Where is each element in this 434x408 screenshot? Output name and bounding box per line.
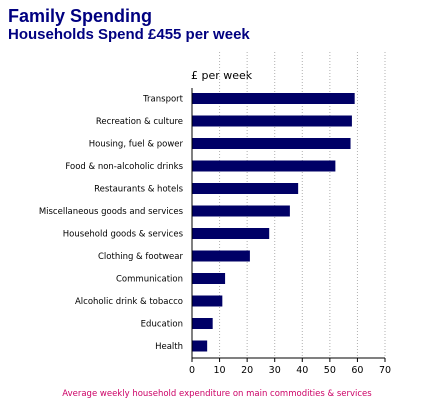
category-label: Education <box>141 320 183 330</box>
bar <box>192 340 208 352</box>
category-label: Miscellaneous goods and services <box>39 207 184 217</box>
tick-label: 40 <box>296 365 308 376</box>
category-labels: Transport Recreation & culture Housing, fu… <box>39 95 184 353</box>
bar <box>192 138 351 149</box>
chart-caption: Average weekly household expenditure on … <box>62 389 372 399</box>
category-label: Household goods & services <box>63 230 184 240</box>
tick-label: 30 <box>269 365 281 376</box>
bars <box>192 93 355 352</box>
bar <box>192 273 226 284</box>
bar <box>192 183 299 194</box>
category-label: Food & non-alcoholic drinks <box>65 162 183 172</box>
tick-label: 60 <box>351 365 363 376</box>
category-label: Restaurants & hotels <box>94 185 184 195</box>
tick-label: 70 <box>379 365 391 376</box>
category-label: Recreation & culture <box>96 117 183 127</box>
bar <box>192 228 270 239</box>
tick-label: 50 <box>324 365 336 376</box>
bar <box>192 318 213 329</box>
chart-title: Family Spending <box>8 6 153 26</box>
category-label: Communication <box>116 275 183 285</box>
tick-label: 20 <box>241 365 253 376</box>
bar <box>192 115 352 127</box>
tick-label: 0 <box>189 365 195 376</box>
tick-label: 10 <box>214 365 226 376</box>
bar <box>192 160 336 172</box>
category-label: Housing, fuel & power <box>89 140 184 150</box>
category-label: Health <box>155 342 183 352</box>
bar <box>192 295 223 307</box>
category-label: Alcoholic drink & tobacco <box>75 297 183 307</box>
bar <box>192 205 290 217</box>
bar <box>192 250 250 262</box>
category-label: Transport <box>142 95 184 105</box>
category-label: Clothing & footwear <box>98 252 184 262</box>
axis-unit-label: £ per week <box>191 69 253 82</box>
bar <box>192 93 355 104</box>
chart-subtitle: Households Spend £455 per week <box>8 26 250 43</box>
x-axis: 0 10 20 30 40 50 60 70 <box>189 88 391 376</box>
